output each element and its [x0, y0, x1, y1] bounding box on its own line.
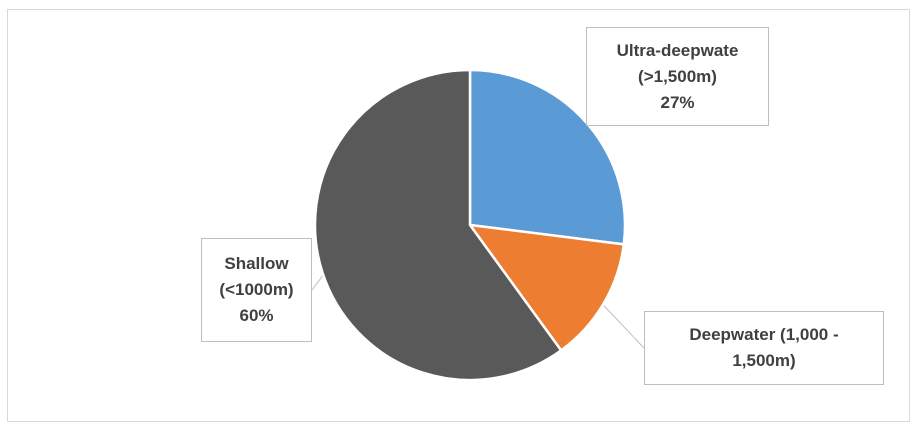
callout-ultra-deepwater: Ultra-deepwate (>1,500m) 27% [586, 27, 769, 126]
callout-shallow-line2: (<1000m) [219, 280, 294, 299]
leader-line-deepwater [600, 302, 645, 349]
callout-deepwater-line1: Deepwater (1,000 - [689, 325, 839, 344]
slice-shallow [313, 68, 563, 382]
slice-deepwater [468, 223, 626, 352]
callout-deepwater-line2: 1,500m) [732, 351, 796, 370]
callout-shallow: Shallow (<1000m) 60% [201, 238, 312, 342]
callout-shallow-percent: 60% [239, 306, 274, 325]
callout-shallow-line1: Shallow [224, 254, 289, 273]
callout-ultra-deepwater-line1: Ultra-deepwate [616, 40, 739, 60]
callout-deepwater: Deepwater (1,000 - 1,500m) [644, 311, 884, 385]
pie-slices [313, 68, 627, 382]
callout-ultra-deepwater-line2: (>1,500m) [638, 66, 717, 86]
callout-ultra-deepwater-percent: 27% [660, 92, 695, 112]
